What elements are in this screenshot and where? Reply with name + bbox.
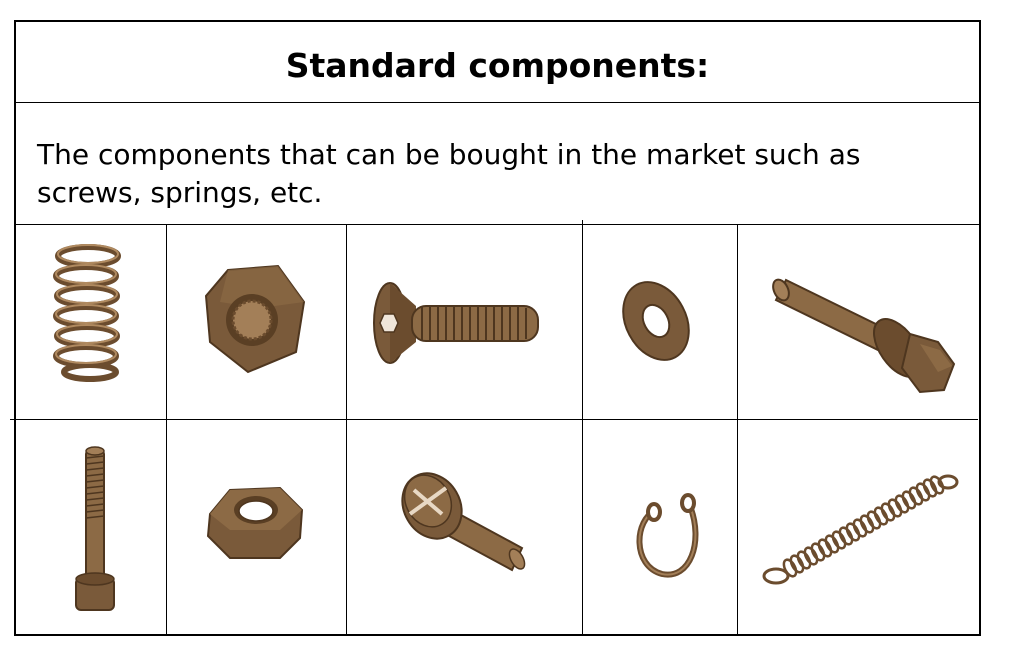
column-divider [346, 224, 347, 636]
hex-nut-icon [204, 264, 306, 374]
slotted-cheese-head-screw-icon [401, 472, 526, 572]
description-divider [14, 224, 981, 225]
column-divider [737, 224, 738, 636]
header-divider [14, 102, 981, 103]
page-title: Standard components: [285, 46, 710, 85]
countersunk-screw-icon [373, 282, 539, 364]
internal-retaining-ring-icon [636, 493, 699, 578]
flange-bolt-icon [772, 278, 956, 394]
column-divider [582, 220, 583, 636]
description-text: The components that can be bought in the… [37, 138, 861, 209]
components-table [14, 20, 981, 636]
thin-hex-nut-icon [206, 486, 304, 559]
extension-spring-icon [762, 474, 959, 585]
flat-washer-icon [622, 281, 690, 361]
compression-spring-icon [53, 244, 121, 382]
socket-head-cap-screw-icon [75, 446, 115, 611]
row-divider [10, 419, 978, 420]
column-divider [166, 224, 167, 636]
